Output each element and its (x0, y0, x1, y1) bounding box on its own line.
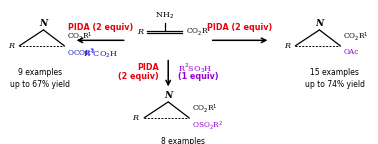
Text: R: R (132, 114, 138, 122)
Text: (1 equiv): (1 equiv) (178, 72, 218, 81)
Text: 15 examples
up to 74% yield: 15 examples up to 74% yield (305, 68, 364, 89)
Text: OSO$_2$R$^2$: OSO$_2$R$^2$ (192, 120, 223, 132)
Text: N: N (39, 19, 48, 28)
Text: PIDA: PIDA (137, 63, 159, 72)
Text: NH$_2$: NH$_2$ (155, 11, 174, 21)
Text: CO$_2$R$^1$: CO$_2$R$^1$ (343, 30, 369, 43)
Text: R: R (137, 28, 143, 36)
Text: OCOR$^3$: OCOR$^3$ (67, 48, 96, 59)
Text: N: N (315, 19, 324, 28)
Text: CO$_2$R$^1$: CO$_2$R$^1$ (67, 30, 93, 43)
Text: PIDA (2 equiv): PIDA (2 equiv) (208, 23, 273, 32)
Text: CO$_2$R$^1$: CO$_2$R$^1$ (186, 25, 211, 38)
Text: 8 examples
25~59% yield: 8 examples 25~59% yield (156, 137, 210, 144)
Text: R: R (284, 42, 290, 50)
Text: CO$_2$R$^1$: CO$_2$R$^1$ (192, 102, 218, 115)
Text: OAc: OAc (343, 48, 359, 56)
Text: (2 equiv): (2 equiv) (118, 72, 159, 81)
Text: R$^3$CO$_2$H: R$^3$CO$_2$H (83, 46, 118, 60)
Text: PIDA (2 equiv): PIDA (2 equiv) (68, 23, 133, 32)
Text: N: N (164, 91, 172, 100)
Text: R: R (8, 42, 14, 50)
Text: R$^2$SO$_3$H: R$^2$SO$_3$H (178, 61, 212, 75)
Text: 9 examples
up to 67% yield: 9 examples up to 67% yield (10, 68, 70, 89)
